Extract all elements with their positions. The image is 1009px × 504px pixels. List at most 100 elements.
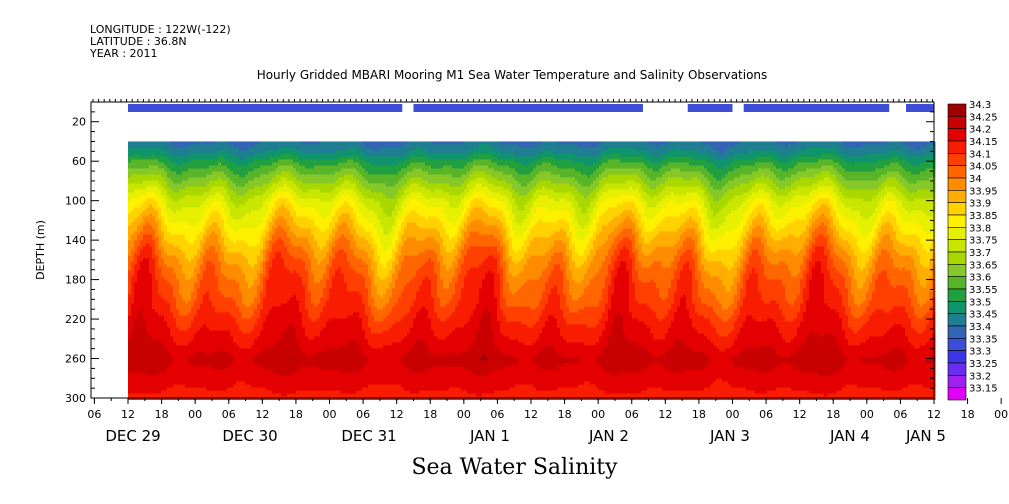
heatmap-cell: [140, 270, 144, 274]
heatmap-cell: [134, 231, 138, 235]
heatmap-cell: [170, 192, 174, 196]
heatmap-cell: [161, 261, 165, 265]
heatmap-cell: [230, 318, 234, 322]
heatmap-cell: [254, 147, 258, 151]
heatmap-cell: [284, 357, 288, 361]
heatmap-cell: [248, 252, 252, 256]
heatmap-cell: [146, 153, 150, 157]
heatmap-cell: [128, 369, 132, 373]
heatmap-cell: [263, 240, 267, 244]
heatmap-cell: [299, 165, 303, 169]
heatmap-cell: [203, 279, 207, 283]
heatmap-cell: [170, 156, 174, 160]
heatmap-cell: [245, 342, 249, 346]
heatmap-cell: [194, 351, 198, 355]
heatmap-cell: [146, 150, 150, 154]
heatmap-cell: [146, 240, 150, 244]
heatmap-cell: [218, 363, 222, 367]
heatmap-cell: [245, 216, 249, 220]
heatmap-cell: [167, 387, 171, 391]
heatmap-cell: [143, 201, 147, 205]
heatmap-cell: [212, 225, 216, 229]
heatmap-cell: [293, 267, 297, 271]
heatmap-cell: [188, 192, 192, 196]
heatmap-cell: [143, 336, 147, 340]
heatmap-cell: [212, 201, 216, 205]
heatmap-cell: [137, 159, 141, 163]
heatmap-cell: [137, 162, 141, 166]
heatmap-cell: [266, 264, 270, 268]
heatmap-cell: [293, 144, 297, 148]
heatmap-cell: [230, 213, 234, 217]
heatmap-cell: [179, 165, 183, 169]
heatmap-cell: [239, 291, 243, 295]
heatmap-cell: [242, 189, 246, 193]
heatmap-cell: [191, 282, 195, 286]
heatmap-cell: [242, 315, 246, 319]
heatmap-cell: [185, 252, 189, 256]
heatmap-cell: [224, 294, 228, 298]
heatmap-cell: [260, 327, 264, 331]
heatmap-cell: [233, 354, 237, 358]
heatmap-cell: [188, 177, 192, 181]
heatmap-cell: [236, 153, 240, 157]
heatmap-cell: [275, 180, 279, 184]
heatmap-cell: [143, 162, 147, 166]
heatmap-cell: [143, 294, 147, 298]
heatmap-cell: [245, 222, 249, 226]
heatmap-cell: [161, 288, 165, 292]
heatmap-cell: [227, 324, 231, 328]
heatmap-cell: [149, 183, 153, 187]
heatmap-cell: [164, 351, 168, 355]
heatmap-cell: [155, 150, 159, 154]
heatmap-cell: [302, 147, 306, 151]
heatmap-cell: [281, 168, 285, 172]
heatmap-cell: [212, 336, 216, 340]
heatmap-cell: [212, 300, 216, 304]
heatmap-cell: [290, 291, 294, 295]
heatmap-cell: [158, 222, 162, 226]
heatmap-cell: [242, 180, 246, 184]
heatmap-cell: [269, 162, 273, 166]
heatmap-cell: [194, 210, 198, 214]
heatmap-cell: [200, 279, 204, 283]
heatmap-cell: [188, 195, 192, 199]
heatmap-cell: [209, 345, 213, 349]
heatmap-cell: [272, 261, 276, 265]
heatmap-cell: [176, 345, 180, 349]
heatmap-cell: [248, 192, 252, 196]
heatmap-cell: [161, 336, 165, 340]
heatmap-cell: [299, 150, 303, 154]
heatmap-cell: [137, 303, 141, 307]
heatmap-cell: [227, 327, 231, 331]
heatmap-cell: [230, 261, 234, 265]
heatmap-cell: [164, 144, 168, 148]
heatmap-cell: [293, 225, 297, 229]
heatmap-cell: [272, 363, 276, 367]
heatmap-cell: [281, 219, 285, 223]
heatmap-cell: [173, 213, 177, 217]
heatmap-cell: [209, 393, 213, 397]
heatmap-cell: [128, 273, 132, 277]
heatmap-cell: [218, 216, 222, 220]
heatmap-cell: [185, 360, 189, 364]
heatmap-cell: [272, 159, 276, 163]
heatmap-cell: [254, 243, 258, 247]
heatmap-cell: [230, 288, 234, 292]
heatmap-cell: [218, 153, 222, 157]
heatmap-cell: [158, 381, 162, 385]
heatmap-cell: [185, 168, 189, 172]
heatmap-cell: [296, 228, 300, 232]
heatmap-cell: [170, 270, 174, 274]
heatmap-cell: [236, 282, 240, 286]
heatmap-cell: [128, 276, 132, 280]
heatmap-cell: [158, 378, 162, 382]
heatmap-cell: [128, 363, 132, 367]
heatmap-cell: [227, 207, 231, 211]
heatmap-cell: [278, 336, 282, 340]
heatmap-cell: [257, 180, 261, 184]
heatmap-cell: [161, 201, 165, 205]
heatmap-cell: [242, 183, 246, 187]
heatmap-cell: [224, 240, 228, 244]
heatmap-cell: [221, 336, 225, 340]
